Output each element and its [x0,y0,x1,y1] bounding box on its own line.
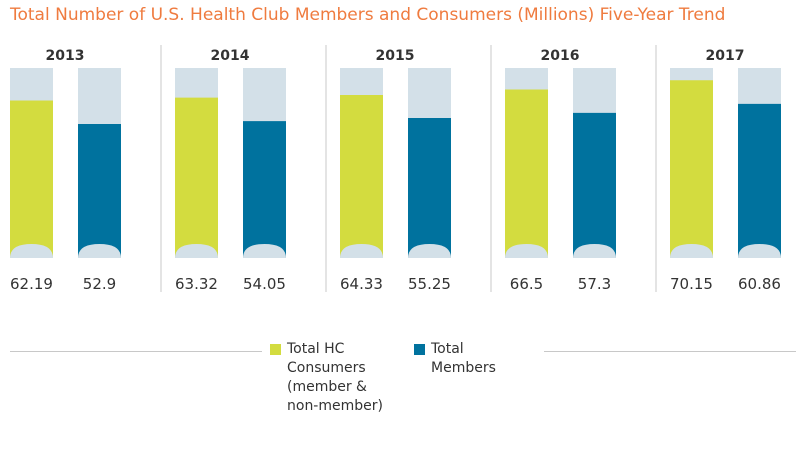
data-label-members: 57.3 [578,275,611,293]
data-label-consumers: 64.33 [340,275,383,293]
year-label: 2015 [376,48,415,64]
chart-title: Total Number of U.S. Health Club Members… [10,5,726,25]
data-label-members: 54.05 [243,275,286,293]
data-label-consumers: 63.32 [175,275,218,293]
bar-consumers [505,89,548,259]
legend-item-consumers: Total HC Consumers (member & non-member) [270,340,383,416]
year-label: 2013 [46,48,85,64]
data-label-consumers: 70.15 [670,275,713,293]
data-label-members: 55.25 [408,275,451,293]
year-label: 2016 [541,48,580,64]
legend-divider-right [544,351,796,352]
bar-consumers [670,80,713,258]
year-label: 2014 [211,48,250,64]
bar-members [573,112,616,258]
legend-divider-left [10,351,262,352]
bar-members [738,103,781,258]
legend-label-members: Total Members [431,341,496,376]
legend-item-members: Total Members [414,340,496,378]
bar-consumers [340,95,383,258]
bar-members [243,121,286,258]
legend-swatch-consumers [270,344,281,355]
legend-swatch-members [414,344,425,355]
chart-plot: 2013 62.19 52.9 2014 63.32 54.05 2015 64.33 55.2… [10,45,781,293]
data-label-members: 60.86 [738,275,781,293]
data-label-members: 52.9 [83,275,116,293]
data-label-consumers: 62.19 [10,275,53,293]
bar-members [78,123,121,258]
bar-members [408,118,451,259]
year-label: 2017 [706,48,745,64]
data-label-consumers: 66.5 [510,275,543,293]
legend-label-consumers: Total HC Consumers (member & non-member) [287,341,383,414]
bar-consumers [175,97,218,259]
bar-consumers [10,100,53,259]
